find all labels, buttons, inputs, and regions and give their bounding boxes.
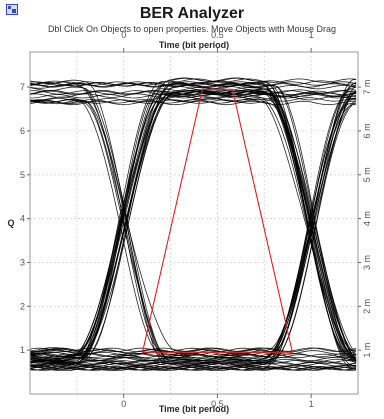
x-tick-label-top: 0.5 (211, 30, 224, 40)
eye-trace (29, 90, 357, 95)
eye-trace (29, 99, 357, 360)
eye-trace (29, 82, 357, 364)
y-tick-label-right: 2 m (362, 299, 372, 314)
x-axis-title-bottom: Time (bit period) (159, 404, 229, 414)
usage-hint: Dbl Click On Objects to open properties.… (47, 24, 337, 34)
y-tick-label-right: 5 m (362, 167, 372, 182)
x-tick-label-top: 1 (309, 30, 314, 40)
eye-trace (29, 366, 357, 371)
plot-frame (29, 51, 359, 395)
window-title: BER Analyzer (139, 5, 245, 22)
y-tick-label-right: 4 m (362, 211, 372, 226)
x-tick-label-bottom: 0 (121, 399, 126, 409)
x-tick-label-bottom: 1 (309, 399, 314, 409)
eye-trace (29, 89, 357, 358)
y-tick-label-left: 2 (20, 301, 25, 311)
eye-trace (29, 80, 357, 352)
eye-trace (29, 84, 357, 356)
eye-trace (29, 366, 357, 371)
y-tick-label-left: 4 (20, 214, 25, 224)
eye-mask (141, 88, 294, 353)
y-tick-label-left: 3 (20, 257, 25, 267)
y-tick-label-left: 5 (20, 170, 25, 180)
eye-trace (29, 352, 357, 358)
eye-trace (29, 99, 357, 359)
y-tick-label-right: 3 m (362, 255, 372, 270)
eye-trace (29, 93, 357, 360)
eye-trace (29, 84, 357, 357)
eye-trace (29, 78, 357, 365)
eye-trace (29, 94, 357, 99)
y-tick-label-right: 1 m (362, 343, 372, 358)
eye-traces (29, 77, 357, 371)
y-tick-label-left: 6 (20, 126, 25, 136)
eye-trace (29, 86, 357, 364)
eye-trace (29, 89, 357, 366)
app-icon (6, 4, 18, 15)
x-tick-label-bottom: 0.5 (211, 399, 224, 409)
y-tick-label-left: 7 (20, 82, 25, 92)
axis-ticks: 0 0 0.5 0.5 1 1 1 2 3 4 5 6 7 1 m 2 m 3 m 4 m 5 m 6 m 7 m (20, 30, 372, 409)
x-tick-label-top: 0 (121, 30, 126, 40)
y-tick-label-left: 1 (20, 345, 25, 355)
eye-trace (29, 80, 357, 367)
eye-trace (29, 356, 357, 362)
eye-trace (29, 81, 357, 86)
y-tick-label-right: 7 m (362, 80, 372, 95)
x-axis-title-top: Time (bit period) (159, 40, 229, 50)
eye-trace (29, 86, 357, 364)
eye-trace (29, 360, 357, 365)
mask-outline (141, 88, 294, 353)
plot-background (30, 52, 358, 394)
y-axis-title: Q (7, 218, 14, 228)
y-tick-label-right: 6 m (362, 123, 372, 138)
